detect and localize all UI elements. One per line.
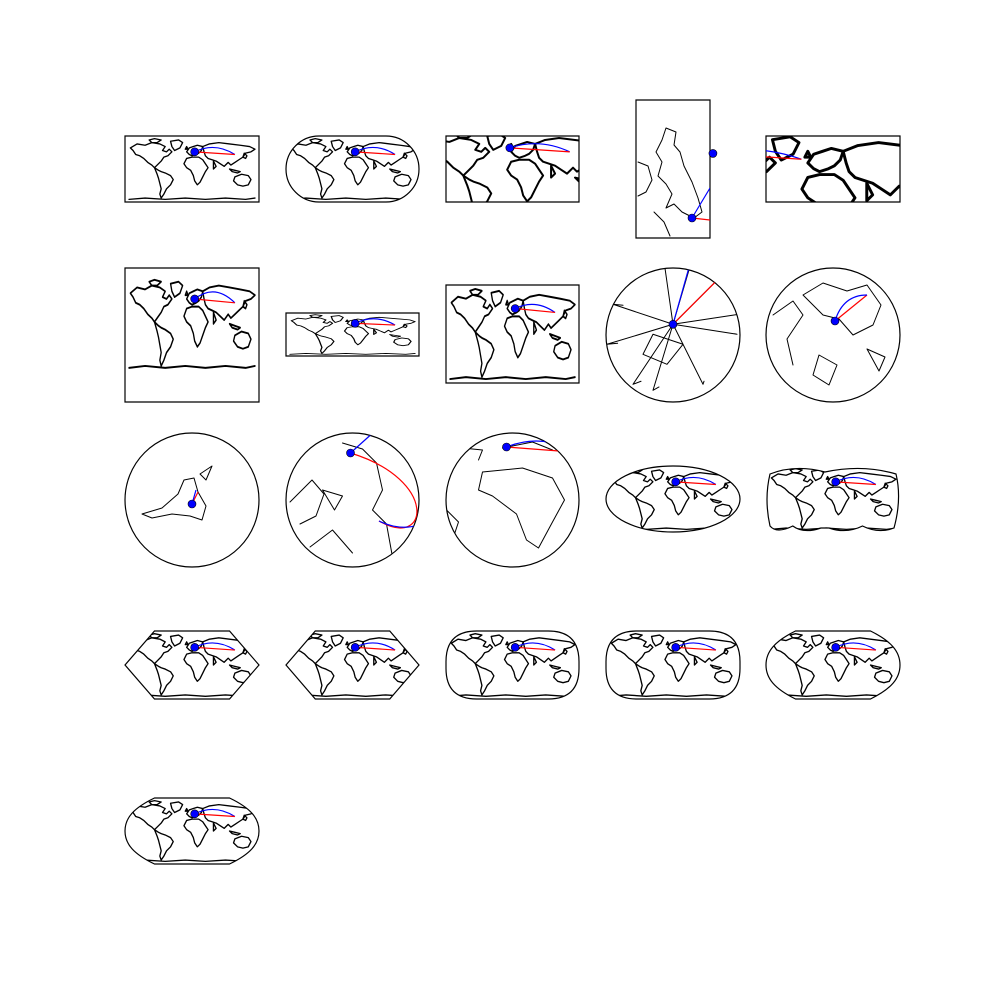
map-panel-p5: [708, 135, 901, 203]
coastline: [141, 477, 207, 521]
origin-marker: [350, 147, 360, 157]
coastline: [642, 333, 684, 365]
map-frame: [285, 432, 420, 568]
origin-marker: [187, 499, 197, 509]
coastline: [652, 323, 674, 391]
map-frame: [445, 284, 580, 384]
map-frame: [765, 267, 901, 403]
map-frame: [635, 99, 711, 239]
coastline: [632, 323, 674, 385]
origin-marker: [350, 319, 360, 328]
map-frame: [124, 630, 260, 700]
coastline: [672, 323, 738, 335]
origin-marker: [708, 149, 718, 158]
coastline: [478, 467, 565, 549]
map-frame: [124, 797, 260, 865]
coastline: [802, 282, 882, 336]
origin-marker: [502, 442, 511, 452]
map-panel-p19: [605, 630, 741, 700]
map-panel-p3: [445, 135, 580, 203]
map-frame: [285, 630, 420, 700]
origin-marker: [510, 643, 520, 652]
map-frame: [124, 267, 260, 403]
origin-marker: [505, 143, 515, 153]
origin-marker: [687, 213, 697, 223]
origin-marker: [190, 294, 199, 304]
map-panel-p11: [124, 432, 260, 568]
map-panel-p18: [445, 630, 580, 700]
map-frame: [765, 630, 901, 700]
coastline: [289, 479, 325, 525]
map-panel-p8: [445, 284, 580, 384]
origin-marker: [831, 643, 840, 652]
map-frame: [605, 267, 741, 403]
origin-marker: [668, 319, 678, 329]
coastline: [655, 127, 703, 219]
map-panel-p1: [124, 135, 260, 203]
origin-marker: [346, 448, 355, 458]
coastline: [606, 323, 674, 345]
map-panel-p6: [124, 267, 260, 403]
map-frame: [445, 135, 580, 203]
map-panel-p13: [445, 432, 580, 568]
map-panel-p9: [605, 267, 741, 403]
map-panel-p2: [285, 135, 420, 203]
map-frame: [445, 630, 580, 700]
map-frame: [124, 135, 260, 203]
map-frame: [765, 135, 901, 203]
map-frame: [445, 432, 580, 568]
map-frame: [285, 135, 420, 203]
origin-marker: [190, 147, 199, 157]
origin-marker: [671, 643, 680, 652]
map-frame: [285, 312, 420, 357]
map-panel-p21: [124, 797, 260, 865]
origin-marker: [190, 643, 199, 652]
coastline: [662, 268, 674, 325]
origin-marker: [831, 477, 840, 487]
origin-marker: [830, 316, 840, 326]
map-panel-p12: [285, 432, 420, 568]
map-panel-p16: [124, 630, 260, 700]
origin-marker: [350, 643, 360, 652]
origin-marker: [510, 304, 520, 313]
coastline: [653, 211, 671, 237]
map-panel-p17: [285, 630, 420, 700]
coastline: [637, 161, 653, 197]
origin-marker: [190, 809, 199, 819]
map-frame: [605, 465, 741, 533]
map-panel-p10: [765, 267, 901, 403]
map-panel-p15: [766, 467, 900, 532]
map-panel-p7: [285, 312, 420, 357]
map-panel-p14: [605, 465, 741, 533]
map-panel-p4: [635, 99, 711, 239]
origin-marker: [671, 477, 680, 487]
map-frame: [605, 630, 741, 700]
map-panel-p20: [765, 630, 901, 700]
